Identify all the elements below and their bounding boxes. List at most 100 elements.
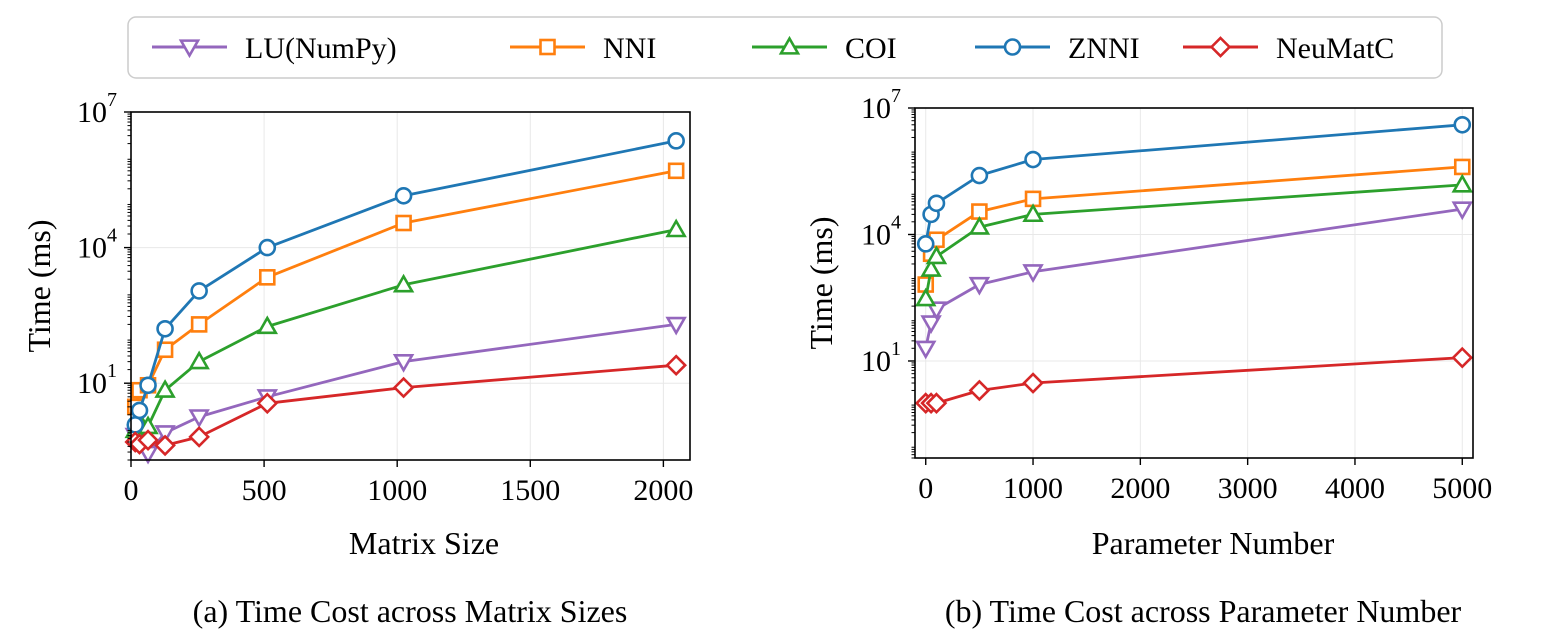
panel-a-point-neumatc (137, 429, 159, 451)
panel-b-ytick-label: 101 (861, 338, 901, 378)
panel-b-point-lu-numpy (968, 276, 991, 296)
panel-a-caption: (a) Time Cost across Matrix Sizes (193, 593, 628, 629)
legend-item-coi: COI (752, 32, 897, 65)
panel-b-caption: (b) Time Cost across Parameter Number (945, 593, 1462, 629)
panel-a-series-neumatc (124, 354, 687, 457)
panel-b-point-znni (916, 235, 935, 253)
panel-b-line-nni (924, 165, 1463, 285)
panel-a-point-neumatc (154, 434, 176, 457)
panel-b-line-znni (924, 123, 1463, 245)
panel-a-xtick-label: 0 (124, 474, 139, 507)
panel-a-frame (130, 111, 691, 461)
panel-b-point-nni (1453, 158, 1471, 176)
panel-b-series-lu-numpy (914, 201, 1474, 360)
panel-a-point-lu-numpy (154, 425, 176, 444)
panel-b-point-lu-numpy (914, 340, 937, 360)
panel-a-point-znni (139, 376, 157, 395)
panel-a-point-coi (256, 315, 279, 335)
diamond-icon (1209, 36, 1232, 58)
panel-a: 0 500 1000 1500 2000 101 104 107 Matrix Size Ti… (21, 89, 693, 629)
panel-b-line-lu-numpy (924, 207, 1463, 349)
panel-a-xtick-label: 2000 (633, 474, 693, 507)
panel-a-series-znni (126, 132, 685, 434)
panel-b-line-neumatc (925, 356, 1463, 405)
panel-a-point-neumatc (392, 376, 415, 399)
panel-a-point-lu-numpy (188, 409, 210, 428)
panel-a-series-coi (124, 218, 687, 439)
panel-a-ylabel: Time (ms) (21, 219, 57, 352)
square-icon (539, 38, 556, 56)
panel-b-point-coi (920, 258, 942, 277)
panel-b-point-coi (925, 245, 948, 265)
panel-b-point-lu-numpy (1022, 264, 1044, 283)
panel-b-ytick-label: 104 (861, 211, 901, 251)
panel-b-xtick-label: 5000 (1432, 472, 1492, 505)
panel-b-frame (914, 107, 1474, 459)
panel-b-point-coi (1022, 203, 1044, 223)
panel-a-point-coi (392, 273, 415, 293)
panel-b-series-nni (917, 158, 1471, 293)
legend-label: NeuMatC (1276, 32, 1394, 65)
triangle-up-icon (778, 35, 801, 55)
panel-a-xtick-label: 500 (242, 474, 287, 507)
panel-b-point-lu-numpy (1451, 201, 1474, 221)
panel-a-point-nni (190, 316, 208, 333)
panel-a-point-znni (258, 238, 277, 257)
panel-b-point-lu-numpy (925, 301, 948, 321)
panel-b-line-coi (924, 183, 1463, 299)
panel-a-point-znni (130, 401, 149, 420)
panel-b-xlabel: Parameter Number (1092, 525, 1335, 561)
panel-a-point-neumatc (256, 392, 279, 415)
panel-b-point-znni (927, 194, 946, 213)
panel-b-point-neumatc (1022, 372, 1044, 394)
panel-a-point-nni (395, 214, 412, 232)
legend-item-lu-numpy: LU(NumPy) (152, 32, 397, 65)
panel-b-point-lu-numpy (920, 315, 942, 335)
circle-icon (1003, 38, 1022, 56)
panel-b-xtick-label: 3000 (1218, 472, 1278, 505)
panel-b-xtick-label: 2000 (1110, 472, 1170, 505)
panel-b: 0 1000 2000 3000 4000 5000 101 104 107 Parameter… (803, 85, 1492, 629)
panel-a-xlabel: Matrix Size (349, 525, 499, 561)
panel-b-point-neumatc (1451, 346, 1474, 369)
panel-a-point-znni (156, 319, 174, 338)
panel-a-ytick-label: 107 (77, 89, 117, 129)
panel-a-line-coi (134, 228, 677, 432)
legend-item-nni: NNI (510, 32, 656, 65)
panel-a-xtick-label: 1000 (367, 474, 427, 507)
panel-a-point-znni (190, 282, 208, 300)
panel-b-xtick-label: 1000 (1003, 472, 1063, 505)
panel-a-point-neumatc (188, 426, 210, 448)
panel-b-series-coi (914, 173, 1474, 307)
panel-b-series-neumatc (914, 346, 1474, 414)
legend-item-neumatc: NeuMatC (1183, 32, 1394, 65)
legend-label: NNI (603, 32, 656, 65)
panel-b-point-znni (970, 166, 989, 185)
panel-a-point-znni (667, 132, 685, 150)
panel-a-xtick-label: 1500 (500, 474, 560, 507)
panel-b-ytick-label: 107 (861, 85, 901, 125)
panel-b-series-znni (916, 115, 1472, 253)
panel-a-ytick-label: 104 (77, 225, 117, 265)
panel-a-point-coi (665, 218, 687, 238)
panel-b-point-neumatc (925, 392, 948, 414)
panel-a-point-znni (394, 186, 413, 205)
legend-item-znni: ZNNI (975, 32, 1140, 65)
panel-b-point-coi (968, 215, 991, 235)
panel-b-point-znni (1453, 115, 1472, 134)
panel-b-point-znni (1024, 150, 1042, 169)
panel-a-point-coi (154, 379, 176, 398)
panel-a-point-lu-numpy (392, 353, 415, 373)
legend: LU(NumPy) NNI COI ZNNI NeuMatC (127, 16, 1443, 79)
panel-a-point-nni (258, 269, 276, 286)
panel-b-ylabel: Time (ms) (803, 216, 839, 349)
panel-b-xtick-label: 0 (918, 472, 933, 505)
legend-label: COI (845, 32, 897, 65)
panel-a-point-nni (667, 162, 685, 180)
panel-a-point-coi (188, 350, 210, 370)
panel-a-line-neumatc (134, 363, 677, 447)
panel-b-xtick-label: 4000 (1325, 472, 1385, 505)
legend-label: ZNNI (1068, 32, 1140, 65)
triangle-down-icon (178, 39, 201, 59)
